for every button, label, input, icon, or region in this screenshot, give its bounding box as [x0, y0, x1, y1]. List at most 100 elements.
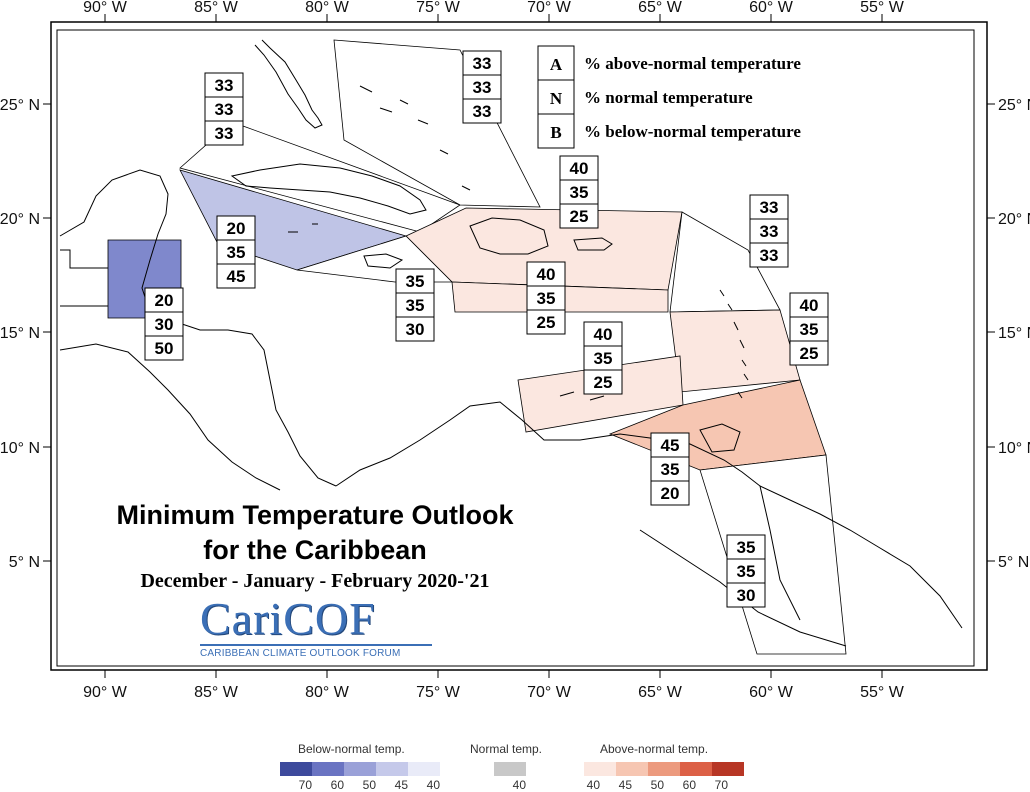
- x-tick-label: 75° W: [416, 684, 461, 701]
- prob-below-value: 33: [473, 102, 492, 121]
- prob-cell: [395, 316, 435, 342]
- y-tick-label: 5° N: [998, 554, 1029, 571]
- prob-cell: [526, 261, 566, 287]
- legend-label: 50: [362, 778, 376, 792]
- x-tick-label: 65° W: [638, 684, 683, 701]
- legend-swatch: [376, 762, 408, 776]
- prob-cell: [526, 309, 566, 335]
- legend-below-title: Below-normal temp.: [298, 742, 405, 756]
- y-tick-label: 25° N: [0, 97, 40, 114]
- prob-cell: [650, 480, 690, 506]
- prob-above-value: 40: [570, 159, 589, 178]
- prob-normal-value: 35: [227, 243, 246, 262]
- puerto-rico-coast: [573, 237, 613, 251]
- prob-normal-value: 33: [760, 222, 779, 241]
- prob-cell: [749, 242, 789, 268]
- prob-box-leeward-north: 33 33 33: [749, 194, 789, 268]
- prob-below-value: 25: [537, 313, 556, 332]
- x-tick-label: 90° W: [83, 0, 128, 16]
- x-tick-labels-bottom: 90° W 85° W 80° W 75° W 70° W 65° W 60° …: [83, 684, 905, 701]
- prob-below-value: 33: [760, 246, 779, 265]
- prob-box-cayman-cuba-south: 20 35 45: [216, 215, 256, 289]
- legend-label: 60: [682, 778, 696, 792]
- legend-label: 70: [714, 778, 728, 792]
- y-tick-label: 15° N: [0, 325, 40, 342]
- prob-below-value: 25: [594, 373, 613, 392]
- key-letter-n: N: [550, 89, 563, 108]
- legend-normal-title: Normal temp.: [470, 742, 543, 756]
- prob-above-value: 45: [661, 436, 680, 455]
- legend-label: 40: [426, 778, 440, 792]
- legend-swatch: [584, 762, 616, 776]
- prob-normal-value: 35: [406, 296, 425, 315]
- x-tick-label: 55° W: [860, 684, 905, 701]
- y-tick-label: 10° N: [998, 440, 1030, 457]
- prob-cell: [216, 215, 256, 241]
- key-letter-a: A: [550, 55, 563, 74]
- probability-key: A N B % above-normal temperature % norma…: [537, 45, 801, 149]
- legend-swatch: [648, 762, 680, 776]
- probability-boxes: 33 33 33 33 33 33 40 35 25 20 35 45 20 30 50 35 35 30 40 35…: [144, 50, 829, 608]
- prob-cell: [650, 432, 690, 458]
- prob-cell: [395, 268, 435, 294]
- prob-below-value: 33: [215, 124, 234, 143]
- prob-normal-value: 35: [737, 562, 756, 581]
- x-tick-label: 60° W: [749, 0, 794, 16]
- prob-above-value: 40: [594, 325, 613, 344]
- prob-above-value: 35: [406, 272, 425, 291]
- legend-above-title: Above-normal temp.: [600, 742, 709, 756]
- prob-cell: [144, 335, 184, 361]
- x-tick-label: 70° W: [527, 0, 572, 16]
- prob-cell: [144, 287, 184, 313]
- prob-cell: [395, 292, 435, 318]
- x-tick-label: 80° W: [305, 0, 350, 16]
- prob-cell: [216, 263, 256, 289]
- legend-swatch: [312, 762, 344, 776]
- prob-box-trinidad-tobago: 45 35 20: [650, 432, 690, 506]
- x-tick-label: 55° W: [860, 0, 905, 16]
- prob-cell: [583, 345, 623, 371]
- bahamas-islands: [359, 85, 471, 191]
- prob-normal-value: 30: [155, 315, 174, 334]
- y-tick-label: 20° N: [998, 211, 1030, 228]
- x-tick-label: 70° W: [527, 684, 572, 701]
- x-tick-label: 85° W: [194, 0, 239, 16]
- prob-cell: [204, 96, 244, 122]
- key-box: [537, 45, 575, 149]
- prob-cell: [650, 456, 690, 482]
- prob-normal-value: 35: [800, 320, 819, 339]
- prob-cell: [789, 292, 829, 318]
- prob-below-value: 30: [737, 586, 756, 605]
- map-title-line1: Minimum Temperature Outlook: [116, 500, 514, 530]
- cayman-islands: [288, 223, 318, 233]
- prob-normal-value: 33: [473, 78, 492, 97]
- prob-cell: [583, 369, 623, 395]
- cuba-coast: [230, 163, 427, 215]
- x-tick-label: 90° W: [83, 684, 128, 701]
- prob-box-bahamas-east: 33 33 33: [462, 50, 502, 124]
- prob-box-abc-islands: 40 35 25: [583, 321, 623, 395]
- prob-above-value: 40: [800, 296, 819, 315]
- legend-below-labels: 70 60 50 45 40: [280, 778, 440, 792]
- x-tick-label: 85° W: [194, 684, 239, 701]
- key-letter-b: B: [550, 123, 561, 142]
- prob-below-value: 45: [227, 267, 246, 286]
- prob-normal-value: 35: [570, 183, 589, 202]
- prob-above-value: 33: [215, 76, 234, 95]
- x-tick-label: 80° W: [305, 684, 350, 701]
- prob-box-guianas: 35 35 30: [726, 534, 766, 608]
- legend-normal-bar: [494, 762, 526, 776]
- x-tick-label: 65° W: [638, 0, 683, 16]
- trinidad-coast: [699, 423, 741, 453]
- hispaniola-coast: [469, 217, 549, 255]
- key-text-normal: % normal temperature: [584, 88, 753, 107]
- prob-box-jamaica: 35 35 30: [395, 268, 435, 342]
- legend-swatch: [280, 762, 312, 776]
- prob-above-value: 20: [227, 219, 246, 238]
- key-text-above: % above-normal temperature: [584, 54, 801, 73]
- prob-below-value: 50: [155, 339, 174, 358]
- x-tick-label: 75° W: [416, 0, 461, 16]
- prob-box-hispaniola-puerto-rico: 40 35 25: [559, 155, 599, 229]
- x-tick-label: 60° W: [749, 684, 794, 701]
